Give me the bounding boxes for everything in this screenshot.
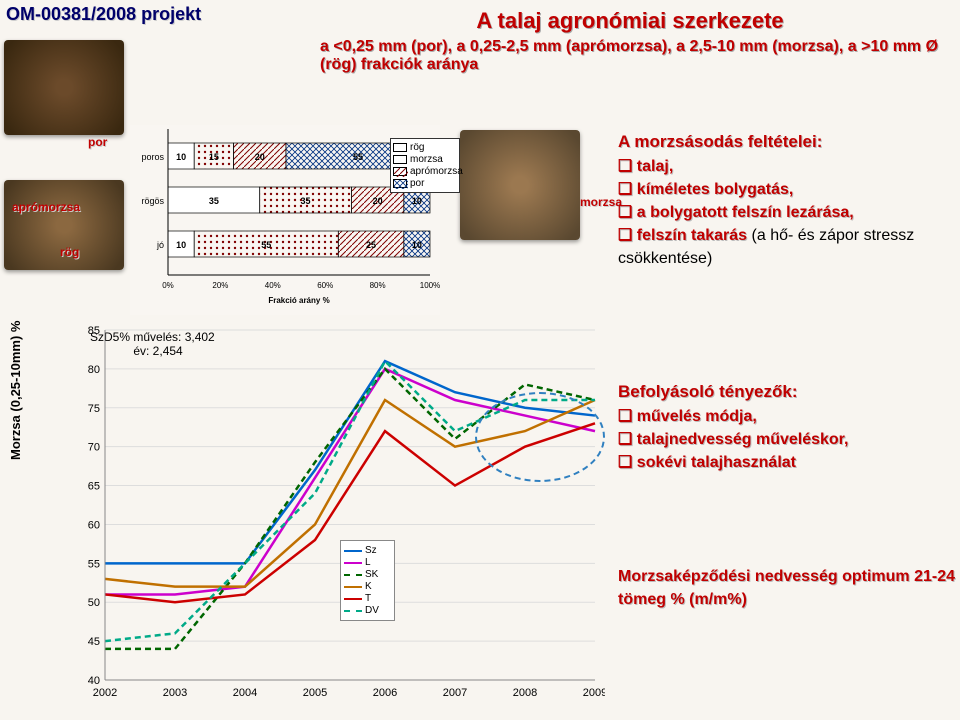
factors-list: Befolyásoló tényezők: ❑ művelés módja, ❑… [618, 380, 958, 474]
svg-text:80%: 80% [370, 281, 386, 290]
svg-text:10: 10 [412, 240, 422, 250]
svg-text:50: 50 [88, 597, 100, 609]
svg-text:45: 45 [88, 636, 100, 648]
svg-text:40: 40 [88, 675, 100, 687]
svg-text:2008: 2008 [513, 687, 537, 699]
line-ylabel: Morzsa (0,25-10mm) % [8, 321, 23, 460]
svg-text:60%: 60% [317, 281, 333, 290]
photo-label-rog: rög [60, 245, 79, 259]
svg-text:10: 10 [412, 196, 422, 206]
svg-text:0%: 0% [162, 281, 174, 290]
svg-text:Frakció arány %: Frakció arány % [268, 296, 329, 305]
svg-text:20: 20 [373, 196, 383, 206]
svg-text:55: 55 [353, 152, 363, 162]
svg-text:15: 15 [209, 152, 219, 162]
photo-por [4, 40, 124, 135]
svg-text:25: 25 [366, 240, 376, 250]
bar-legend: rög morzsa aprómorzsa por [390, 138, 460, 193]
photo-label-por: por [88, 135, 107, 149]
optimum-text: Morzsaképződési nedvesség optimum 21-24 … [618, 565, 958, 611]
svg-text:2003: 2003 [163, 687, 187, 699]
svg-text:75: 75 [88, 403, 100, 415]
svg-text:70: 70 [88, 442, 100, 454]
conditions-list: A morzsásodás feltételei: ❑ talaj, ❑ kím… [618, 130, 958, 271]
svg-text:65: 65 [88, 481, 100, 493]
svg-text:80: 80 [88, 364, 100, 376]
svg-text:85: 85 [88, 325, 100, 337]
svg-text:20: 20 [255, 152, 265, 162]
svg-text:40%: 40% [265, 281, 281, 290]
svg-text:55: 55 [261, 240, 271, 250]
linechart: 40 45 50 55 60 65 70 75 80 85 2002 2003 2004 2005 2006… [60, 320, 605, 700]
svg-text:rögös: rögös [141, 196, 164, 206]
svg-text:2002: 2002 [93, 687, 117, 699]
svg-text:60: 60 [88, 519, 100, 531]
svg-text:2004: 2004 [233, 687, 257, 699]
svg-text:35: 35 [209, 196, 219, 206]
title: A talaj agronómiai szerkezete [320, 8, 940, 34]
svg-text:10: 10 [176, 240, 186, 250]
svg-text:2005: 2005 [303, 687, 327, 699]
subtitle: a <0,25 mm (por), a 0,25-2,5 mm (aprómor… [320, 38, 940, 74]
svg-text:35: 35 [301, 196, 311, 206]
svg-text:100%: 100% [420, 281, 440, 290]
highlight-ring [475, 392, 605, 482]
photo-label-apromorzsa: aprómorzsa [12, 200, 80, 214]
svg-text:2009: 2009 [583, 687, 605, 699]
svg-text:2007: 2007 [443, 687, 467, 699]
svg-text:20%: 20% [212, 281, 228, 290]
svg-text:2006: 2006 [373, 687, 397, 699]
project-code: OM-00381/2008 projekt [6, 4, 201, 25]
line-legend: SzLSKKTDV [340, 540, 395, 621]
svg-text:poros: poros [141, 152, 164, 162]
svg-text:55: 55 [88, 558, 100, 570]
svg-text:jó: jó [156, 240, 164, 250]
svg-text:10: 10 [176, 152, 186, 162]
photo-label-morzsa: morzsa [580, 195, 622, 209]
photo-morzsa [460, 130, 580, 240]
